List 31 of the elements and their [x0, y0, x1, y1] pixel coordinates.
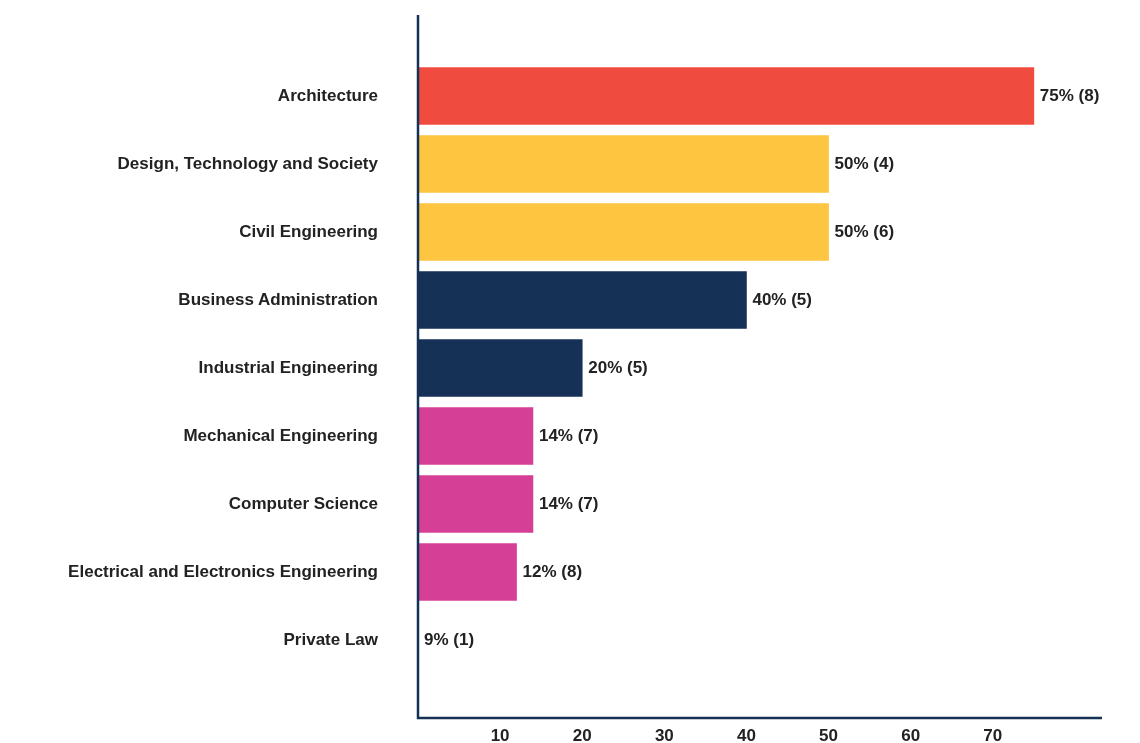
y-tick-label: Electrical and Electronics Engineering — [68, 561, 378, 581]
bar — [418, 475, 534, 533]
y-tick-label: Mechanical Engineering — [183, 425, 378, 445]
data-label: 75% (8) — [1039, 85, 1100, 105]
bar — [418, 203, 829, 261]
data-label: 50% (6) — [834, 221, 895, 241]
data-label: 14% (7) — [538, 425, 599, 445]
y-tick-label: Design, Technology and Society — [117, 153, 379, 173]
x-tick-label: 70 — [983, 725, 1003, 743]
data-label: 20% (5) — [588, 357, 648, 377]
x-tick-label: 50 — [819, 725, 839, 743]
x-tick-label: 30 — [654, 725, 674, 743]
text: 9% (1) — [424, 629, 475, 649]
data-label: 40% (5) — [752, 289, 812, 309]
x-tick-label: 20 — [572, 725, 592, 743]
bar — [418, 135, 829, 193]
y-tick-label: Industrial Engineering — [198, 357, 378, 377]
x-tick-label: 60 — [901, 725, 921, 743]
bar — [418, 407, 534, 465]
x-tick-label: 10 — [490, 725, 510, 743]
data-label: 12% (8) — [522, 561, 583, 581]
y-tick-label: Business Administration — [178, 289, 378, 309]
data-label: 50% (4) — [834, 153, 895, 173]
bar — [418, 543, 517, 601]
y-tick-label: Civil Engineering — [239, 221, 378, 241]
bar — [418, 67, 1035, 125]
y-tick-label: Private Law — [283, 629, 379, 649]
x-tick-label: 40 — [736, 725, 756, 743]
y-tick-label: Computer Science — [228, 493, 378, 513]
data-label: 14% (7) — [538, 493, 599, 513]
y-tick-label: Architecture — [277, 85, 378, 105]
